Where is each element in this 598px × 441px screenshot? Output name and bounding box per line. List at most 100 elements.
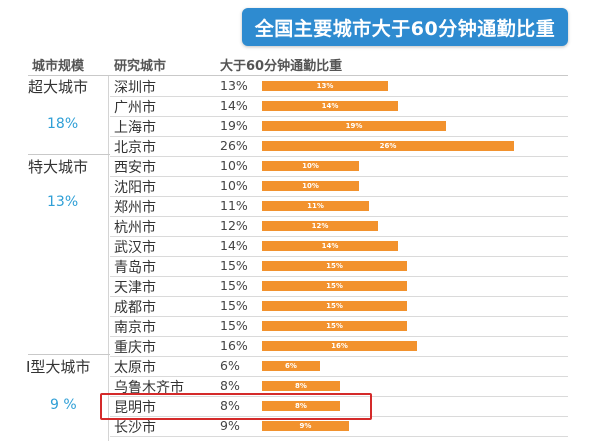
- group-label-supercity: 特大城市: [28, 158, 89, 176]
- row-divider: [110, 116, 568, 117]
- ratio-value: 15%: [220, 318, 248, 333]
- bar-data-label: 14%: [321, 242, 339, 250]
- table-row: 杭州市 12% 12%: [0, 216, 598, 237]
- ratio-value: 10%: [220, 178, 248, 193]
- row-divider: [110, 376, 568, 377]
- bar: 15%: [262, 301, 407, 311]
- bar: 11%: [262, 201, 369, 211]
- table-row: 太原市 6% 6%: [0, 356, 598, 377]
- bar-data-label: 16%: [331, 342, 348, 350]
- city-label: 昆明市: [114, 400, 156, 416]
- table-row: 郑州市 11% 11%: [0, 196, 598, 217]
- table-row: 乌鲁木齐市 8% 8%: [0, 376, 598, 397]
- city-label: 北京市: [114, 140, 156, 156]
- bar-data-label: 12%: [311, 222, 329, 230]
- row-divider: [110, 156, 568, 157]
- group-label-megacity: 超大城市: [28, 78, 89, 96]
- row-divider: [110, 236, 568, 237]
- bar-data-label: 15%: [326, 282, 343, 290]
- table-row: 南京市 15% 15%: [0, 316, 598, 337]
- table-row: 广州市 14% 14%: [0, 96, 598, 117]
- city-label: 武汉市: [114, 240, 156, 256]
- bar-data-label: 15%: [326, 302, 343, 310]
- bar-data-label: 6%: [285, 362, 297, 370]
- table-row: 深圳市 13% 13%: [0, 76, 598, 97]
- ratio-value: 15%: [220, 258, 248, 273]
- row-divider: [110, 396, 568, 397]
- row-divider: [110, 336, 568, 337]
- table-header: 城市规模 研究城市 大于60分钟通勤比重: [0, 52, 598, 74]
- row-divider: [110, 296, 568, 297]
- bar: 13%: [262, 81, 388, 91]
- bar: 16%: [262, 341, 417, 351]
- column-divider: [108, 76, 109, 441]
- bar: 8%: [262, 401, 340, 411]
- bar-data-label: 15%: [326, 262, 343, 270]
- table-row: 天津市 15% 15%: [0, 276, 598, 297]
- bar: 14%: [262, 241, 398, 251]
- bar-data-label: 11%: [307, 202, 324, 210]
- row-divider: [110, 176, 568, 177]
- row-divider: [110, 276, 568, 277]
- highlight-box: [100, 393, 372, 420]
- city-label: 广州市: [114, 100, 156, 116]
- city-label: 上海市: [114, 120, 156, 136]
- table-row: 北京市 26% 26%: [0, 136, 598, 157]
- row-divider: [110, 136, 568, 137]
- table-row: 武汉市 14% 14%: [0, 236, 598, 257]
- city-label: 长沙市: [114, 420, 156, 436]
- ratio-value: 16%: [220, 338, 248, 353]
- bar-data-label: 13%: [316, 82, 334, 90]
- bar-data-label: 8%: [295, 382, 307, 390]
- ratio-value: 14%: [220, 238, 248, 253]
- bar: 10%: [262, 181, 359, 191]
- city-label: 青岛市: [114, 260, 156, 276]
- bar-data-label: 26%: [379, 142, 397, 150]
- bar: 14%: [262, 101, 398, 111]
- ratio-value: 26%: [220, 138, 248, 153]
- header-ratio: 大于60分钟通勤比重: [220, 59, 343, 74]
- group-share-megacity: 18%: [47, 116, 79, 132]
- ratio-value: 8%: [220, 378, 240, 393]
- city-label: 太原市: [114, 360, 156, 376]
- row-divider: [110, 216, 568, 217]
- city-label: 郑州市: [114, 200, 156, 216]
- chart-title: 全国主要城市大于60分钟通勤比重: [242, 8, 568, 46]
- bar: 8%: [262, 381, 340, 391]
- table-row: 重庆市 16% 16%: [0, 336, 598, 357]
- ratio-value: 10%: [220, 158, 248, 173]
- row-divider: [110, 416, 568, 417]
- row-divider: [110, 256, 568, 257]
- table-row: 成都市 15% 15%: [0, 296, 598, 317]
- table-row: 上海市 19% 19%: [0, 116, 598, 137]
- row-divider: [110, 96, 568, 97]
- group-divider: [28, 354, 110, 355]
- bar-data-label: 15%: [326, 322, 343, 330]
- ratio-value: 14%: [220, 98, 248, 113]
- ratio-value: 9%: [220, 418, 240, 433]
- bar: 15%: [262, 261, 407, 271]
- city-label: 沈阳市: [114, 180, 156, 196]
- ratio-value: 15%: [220, 298, 248, 313]
- ratio-value: 6%: [220, 358, 240, 373]
- city-label: 杭州市: [114, 220, 156, 236]
- table-row: 青岛市 15% 15%: [0, 256, 598, 277]
- table-row: 昆明市 8% 8%: [0, 396, 598, 417]
- table-row: 长沙市 9% 9%: [0, 416, 598, 437]
- city-label: 南京市: [114, 320, 156, 336]
- bar-data-label: 19%: [345, 122, 363, 130]
- table-row: 沈阳市 10% 10%: [0, 176, 598, 197]
- bar-data-label: 10%: [302, 182, 319, 190]
- bar-data-label: 10%: [302, 162, 319, 170]
- ratio-value: 15%: [220, 278, 248, 293]
- ratio-value: 19%: [220, 118, 248, 133]
- header-city-scale: 城市规模: [32, 59, 85, 74]
- group-divider: [28, 154, 110, 155]
- ratio-value: 8%: [220, 398, 240, 413]
- ratio-value: 12%: [220, 218, 248, 233]
- bar: 10%: [262, 161, 359, 171]
- city-label: 成都市: [114, 300, 156, 316]
- city-label: 西安市: [114, 160, 156, 176]
- header-divider: [28, 75, 568, 76]
- bar: 9%: [262, 421, 349, 431]
